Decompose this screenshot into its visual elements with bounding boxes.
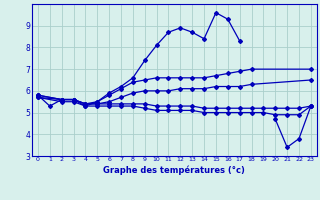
X-axis label: Graphe des températures (°c): Graphe des températures (°c) bbox=[103, 165, 245, 175]
